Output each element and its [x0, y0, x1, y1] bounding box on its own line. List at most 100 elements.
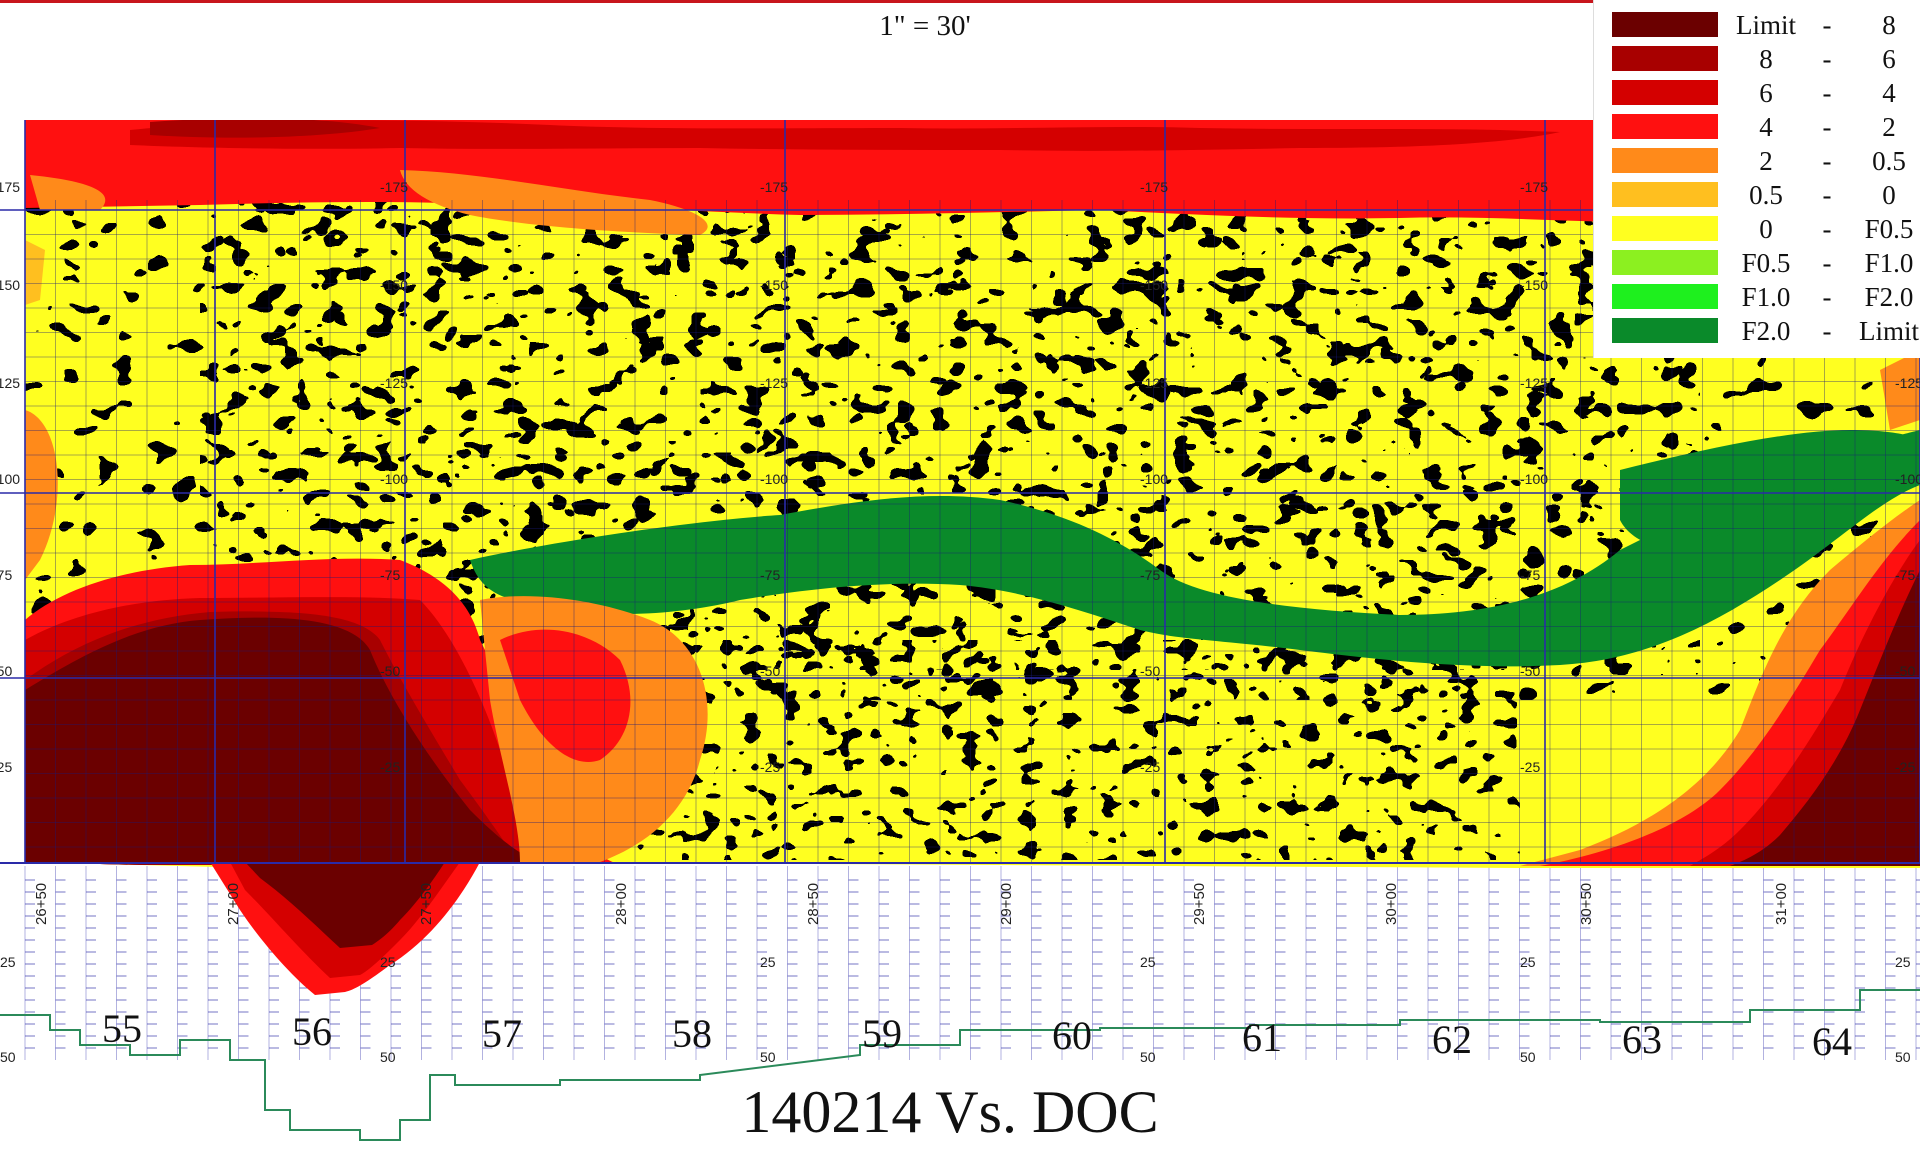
offset-label: -25 [1140, 759, 1160, 775]
offset-label: -175 [760, 179, 788, 195]
offset-label: -25 [0, 759, 12, 775]
offset-label: -50 [1140, 663, 1160, 679]
offset-label: -125 [380, 375, 408, 391]
offset-label: -100 [1895, 471, 1920, 487]
offset-label: -125 [0, 375, 20, 391]
legend-dash: - [1822, 214, 1832, 244]
legend-to: 0.5 [1872, 146, 1906, 176]
offset-label: -100 [0, 471, 20, 487]
offset-label: -75 [1895, 567, 1915, 583]
drawing-title: 140214 Vs. DOC [741, 1079, 1159, 1145]
legend-row: 2 - 0.5 [1612, 146, 1912, 176]
legend-swatch [1612, 12, 1718, 37]
segment-number: 56 [292, 1009, 332, 1054]
legend-row: 0 - F0.5 [1612, 214, 1913, 244]
offset-label: -150 [1520, 277, 1548, 293]
offset-label: -175 [0, 179, 20, 195]
offset-label: -175 [380, 179, 408, 195]
offset-label: -25 [1895, 759, 1915, 775]
segment-number: 58 [672, 1011, 712, 1056]
legend-row: 6 - 4 [1612, 78, 1912, 108]
legend-swatch [1612, 80, 1718, 105]
segment-number: 55 [102, 1006, 142, 1051]
lower-offset-label: 50 [380, 1049, 396, 1065]
lower-offset-label: 25 [0, 954, 16, 970]
legend-to: F1.0 [1864, 248, 1914, 278]
legend-to: 6 [1882, 44, 1896, 74]
offset-label: -75 [0, 567, 12, 583]
legend: Limit -8 8-6 6-4 4-2 2-0.5 0.5-0 0- F0.5 F0.5- F1.… [1593, 0, 1920, 358]
legend-row: F0.5 - F1.0 [1612, 248, 1913, 278]
offset-label: -75 [760, 567, 780, 583]
bottom-profile [0, 989, 1920, 1141]
station-label: 31+00 [1773, 883, 1790, 925]
legend-to: 2 [1882, 112, 1896, 142]
station-label: 29+00 [998, 883, 1015, 925]
legend-from: F2.0 [1741, 316, 1791, 346]
scale-label: 1" = 30' [879, 10, 971, 42]
offset-label: -125 [1895, 375, 1920, 391]
segment-number: 59 [862, 1011, 902, 1056]
lower-offset-label: 25 [1140, 954, 1156, 970]
offset-label: -75 [1520, 567, 1540, 583]
offset-label: -100 [760, 471, 788, 487]
legend-row: Limit - 8 [1612, 10, 1912, 40]
offset-label: -175 [1520, 179, 1548, 195]
legend-from: F0.5 [1741, 248, 1791, 278]
station-label: 28+50 [805, 883, 822, 925]
segment-number: 57 [482, 1011, 522, 1056]
legend-swatch [1612, 318, 1718, 343]
offset-label: -50 [380, 663, 400, 679]
legend-row: 0.5 - 0 [1612, 180, 1912, 210]
station-label: 30+00 [1383, 883, 1400, 925]
lower-offset-label: 25 [380, 954, 396, 970]
segment-number: 63 [1622, 1017, 1662, 1062]
offset-label: -100 [1520, 471, 1548, 487]
offset-label: -150 [1140, 277, 1168, 293]
offset-label: -75 [380, 567, 400, 583]
legend-dash: - [1822, 146, 1832, 176]
segment-number: 64 [1812, 1019, 1852, 1064]
offset-label: -100 [380, 471, 408, 487]
offset-label: -125 [1520, 375, 1548, 391]
legend-row: 4 - 2 [1612, 112, 1912, 142]
lower-offset-label: 50 [1140, 1049, 1156, 1065]
legend-to: Limit [1859, 316, 1919, 346]
legend-from: 2 [1759, 146, 1773, 176]
contour-field [25, 120, 1920, 870]
offset-label: -25 [1520, 759, 1540, 775]
legend-from: 0 [1759, 214, 1773, 244]
offset-label: -50 [760, 663, 780, 679]
segment-number: 61 [1242, 1015, 1282, 1060]
legend-swatch [1612, 250, 1718, 275]
offset-label: -50 [0, 663, 12, 679]
legend-from: 6 [1759, 78, 1773, 108]
legend-dash: - [1822, 10, 1832, 40]
legend-dash: - [1822, 44, 1832, 74]
offset-label: -50 [1895, 663, 1915, 679]
offset-label: -25 [380, 759, 400, 775]
legend-row: 8 - 6 [1612, 44, 1912, 74]
legend-from: 0.5 [1749, 180, 1783, 210]
survey-grid [0, 120, 1920, 864]
legend-from: 8 [1759, 44, 1773, 74]
offset-label: -150 [760, 277, 788, 293]
offset-label: -175 [1140, 179, 1168, 195]
station-label: 26+50 [33, 883, 50, 925]
legend-to: 0 [1882, 180, 1896, 210]
offset-label: -100 [1140, 471, 1168, 487]
segment-number: 60 [1052, 1013, 1092, 1058]
legend-from: Limit [1736, 10, 1796, 40]
legend-dash: - [1822, 282, 1832, 312]
legend-dash: - [1822, 78, 1832, 108]
legend-from: 4 [1759, 112, 1773, 142]
legend-swatch [1612, 182, 1718, 207]
grid-labels: 26+50 27+00 27+50 28+00 28+50 29+00 29+50 30+00… [0, 179, 1920, 1065]
station-label: 28+00 [613, 883, 630, 925]
legend-dash: - [1822, 248, 1832, 278]
legend-dash: - [1822, 180, 1832, 210]
station-label: 29+50 [1191, 883, 1208, 925]
legend-to: 8 [1882, 10, 1896, 40]
lower-offset-label: 50 [0, 1049, 16, 1065]
